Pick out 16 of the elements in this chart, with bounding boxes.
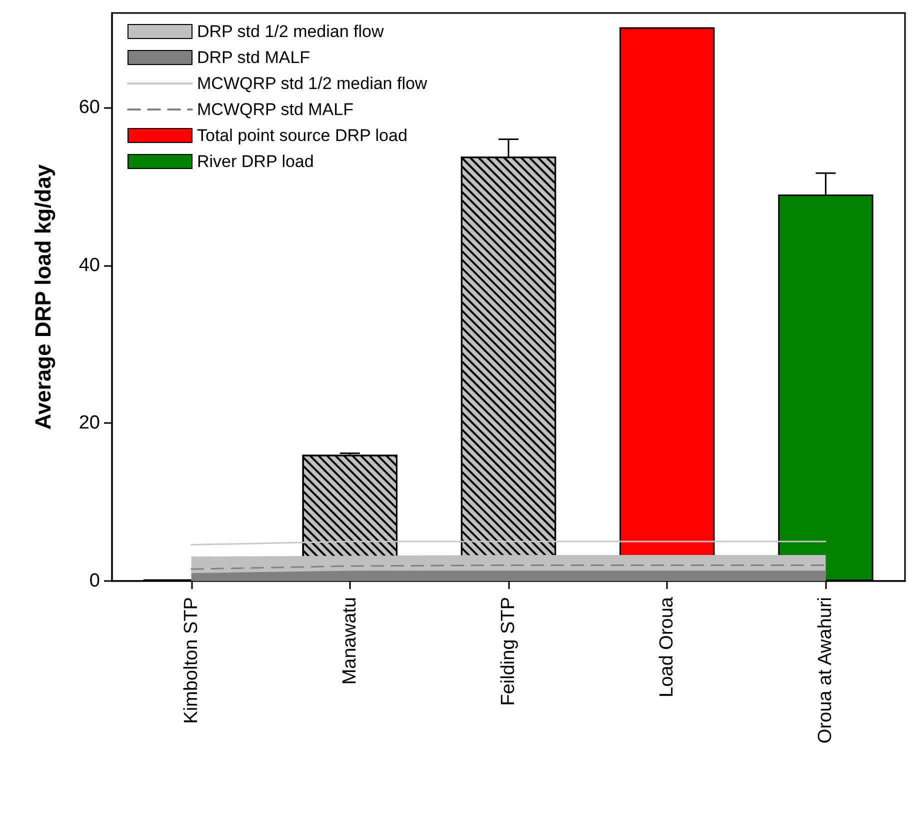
x-tick-label: Oroua at Awahuri [815,597,836,744]
legend-label: Total point source DRP load [197,126,408,145]
y-tick-label: 0 [89,570,100,592]
legend-label: DRP std MALF [197,48,310,67]
x-tick-label: Load Oroua [656,596,678,698]
legend-label: MCWQRP std MALF [197,100,354,119]
y-tick-label: 20 [78,412,100,434]
y-axis-title: Average DRP load kg/day [30,164,56,430]
x-tick-label: Feilding STP [498,597,519,706]
legend-label: MCWQRP std 1/2 median flow [197,74,428,93]
y-tick-label: 60 [78,97,100,118]
x-tick-label: Manawatu [339,597,360,685]
legend-label: DRP std 1/2 median flow [197,22,384,41]
legend-label: River DRP load [197,152,314,171]
x-tick-label: Kimbolton STP [180,597,202,724]
y-tick-label: 40 [78,254,100,276]
